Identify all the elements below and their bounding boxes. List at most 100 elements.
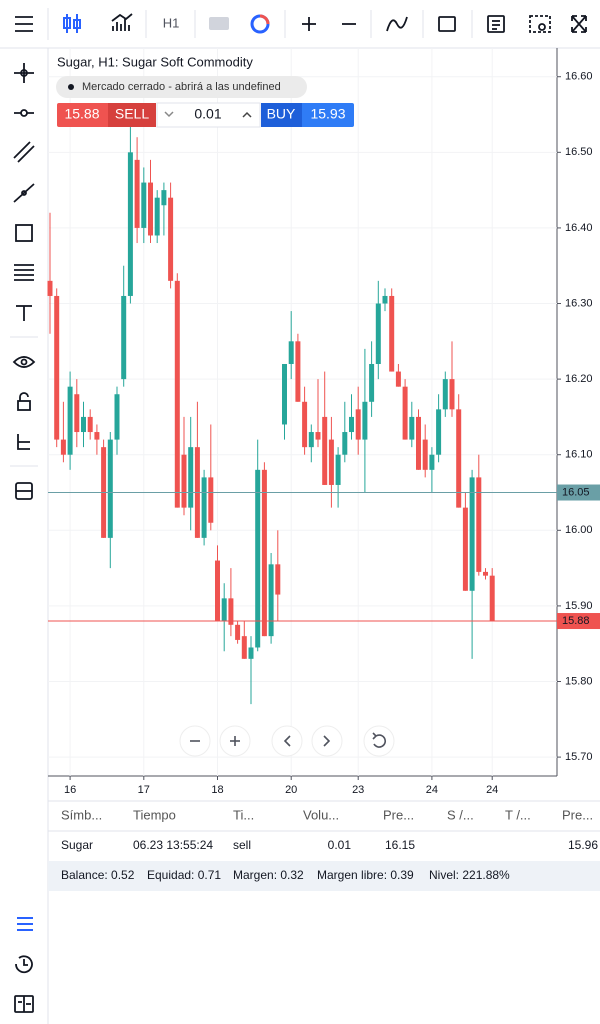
candle-body	[483, 571, 488, 576]
x-tick-label: 20	[285, 784, 297, 796]
cell: 06.23 13:55:24	[133, 838, 213, 852]
channel-tool[interactable]	[13, 141, 35, 163]
volume-input[interactable]: 0.01	[194, 106, 221, 122]
candle-body	[87, 416, 93, 433]
nav-left[interactable]	[271, 725, 303, 757]
crosshair-tool[interactable]	[14, 63, 34, 83]
candle-body	[436, 409, 442, 455]
fullscreen-icon[interactable]	[571, 15, 587, 33]
column-header: T /...	[505, 807, 531, 822]
history-tab[interactable]	[15, 955, 33, 974]
ring-accent	[259, 14, 270, 25]
drawing-icon[interactable]	[386, 16, 408, 32]
screenshot-icon[interactable]	[529, 15, 551, 33]
price-tag-label: 15.88	[562, 615, 590, 627]
price-tag	[557, 613, 600, 630]
sell-label: SELL	[115, 106, 149, 122]
nav-reset[interactable]	[363, 725, 395, 757]
x-tick-label: 16	[64, 784, 76, 796]
menu-icon[interactable]	[15, 16, 33, 32]
candle-body	[127, 152, 133, 296]
account-item: Equidad: 0.71	[147, 868, 221, 882]
column-header: Volu...	[303, 807, 339, 822]
x-tick-label: 24	[426, 784, 438, 796]
hline-tool[interactable]	[14, 109, 34, 117]
shape-tool[interactable]	[15, 224, 33, 242]
zoom-in-icon[interactable]	[302, 17, 316, 31]
volume-box	[156, 102, 261, 128]
column-header: Pre...	[383, 807, 414, 822]
y-tick-label: 16.40	[565, 222, 593, 234]
lock-tool[interactable]	[17, 392, 31, 411]
candle-body	[54, 295, 60, 440]
cell: 0.01	[328, 838, 352, 852]
candle-body	[161, 190, 167, 206]
compare-icon[interactable]	[209, 17, 229, 30]
candle-body	[462, 507, 468, 591]
sell-label-bg	[108, 103, 156, 127]
volume-down[interactable]	[164, 111, 174, 118]
buy-label: BUY	[267, 106, 296, 122]
account-item: Balance: 0.52	[61, 868, 135, 882]
candle-body	[148, 182, 153, 236]
volume-up[interactable]	[242, 111, 252, 118]
status-dot	[68, 84, 74, 90]
candle-body	[154, 197, 160, 236]
candle-body	[315, 432, 321, 440]
layers-tool[interactable]	[15, 482, 33, 500]
account-tab[interactable]	[14, 995, 34, 1013]
status-pill	[56, 76, 307, 98]
candle-body	[268, 564, 274, 637]
visibility-tool[interactable]	[12, 356, 36, 368]
candles-icon[interactable]	[63, 14, 81, 33]
interval-button[interactable]: H1	[163, 15, 180, 30]
calendar-icon[interactable]	[438, 16, 456, 32]
candle-body	[369, 363, 375, 402]
candle-body	[409, 416, 415, 440]
positions-tab[interactable]	[17, 917, 33, 931]
candle-body	[342, 432, 348, 455]
indicators-icon[interactable]	[111, 13, 133, 31]
candles	[47, 106, 495, 705]
y-tick-label: 16.00	[565, 524, 593, 536]
candle-body	[81, 416, 86, 433]
candle-body	[416, 416, 421, 470]
candle-body	[208, 477, 214, 523]
candle-body	[60, 439, 66, 455]
candle-body	[382, 295, 388, 304]
candle-body	[282, 363, 287, 425]
column-header: S /...	[447, 807, 474, 822]
candle-body	[235, 624, 241, 640]
grid	[48, 48, 557, 776]
candle-body	[228, 598, 234, 625]
candle-body	[67, 386, 73, 455]
candle-body	[362, 401, 368, 440]
candle-body	[121, 295, 127, 380]
candle-body	[476, 477, 482, 572]
candle-body	[168, 197, 174, 281]
x-tick-label: 17	[138, 784, 150, 796]
sidebar	[10, 63, 38, 1013]
text-tool[interactable]	[16, 305, 32, 321]
notes-icon[interactable]	[487, 15, 505, 33]
x-tick-label: 24	[486, 784, 498, 796]
candle-body	[134, 159, 140, 228]
candle-body	[261, 469, 267, 637]
nav-right[interactable]	[311, 725, 343, 757]
candle-body	[295, 341, 301, 402]
candle-body	[47, 280, 53, 296]
candle-body	[335, 454, 341, 485]
cell: sell	[233, 838, 251, 852]
x-tick-label: 23	[352, 784, 364, 796]
market-status: Mercado cerrado - abrirá a las undefined	[82, 81, 281, 93]
column-header: Ti...	[233, 807, 254, 822]
trend-tool[interactable]	[13, 183, 35, 203]
candle-body	[349, 416, 354, 433]
account-bar	[48, 861, 600, 891]
candle-body	[442, 379, 448, 410]
candle-body	[469, 477, 475, 591]
fib-tool[interactable]	[14, 264, 34, 281]
candle-body	[456, 409, 462, 508]
candle-body	[141, 182, 147, 228]
tree-tool[interactable]	[17, 434, 30, 450]
